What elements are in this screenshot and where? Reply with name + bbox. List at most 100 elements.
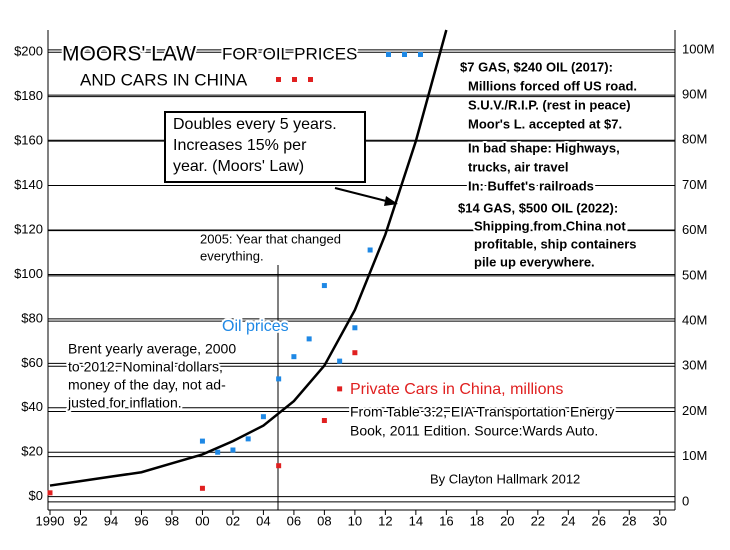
x-tick-label: 14: [409, 513, 423, 528]
data-point: [276, 463, 282, 469]
legend-marker: [292, 77, 297, 82]
data-point: [306, 336, 312, 342]
x-tick-label: 06: [287, 513, 301, 528]
y2-tick-label: 80M: [682, 132, 707, 147]
y-tick-label: $20: [21, 444, 43, 459]
data-point: [337, 358, 343, 364]
x-tick-label: 30: [653, 513, 667, 528]
annotation: In bad shape: Highways,: [468, 140, 620, 155]
arrow-head: [384, 196, 398, 206]
x-tick-label: 04: [256, 513, 270, 528]
data-point: [352, 325, 358, 331]
x-tick-label: 20: [500, 513, 514, 528]
y-tick-label: $60: [21, 355, 43, 370]
y-tick-label: $0: [29, 488, 43, 503]
x-tick-label: 28: [622, 513, 636, 528]
series-label: Oil prices: [222, 318, 289, 335]
y2-tick-label: 100M: [682, 41, 715, 56]
annotation: justed for inflation.: [67, 395, 182, 411]
annotation: year. (Moors' Law): [173, 158, 304, 175]
y-tick-label: $40: [21, 399, 43, 414]
x-tick-label: 00: [195, 513, 209, 528]
y-tick-label: $160: [14, 133, 43, 148]
x-tick-label: 02: [226, 513, 240, 528]
x-tick-label: 96: [134, 513, 148, 528]
y2-tick-label: 90M: [682, 87, 707, 102]
x-tick-label: 18: [470, 513, 484, 528]
y-tick-label: $80: [21, 310, 43, 325]
y-tick-label: $120: [14, 221, 43, 236]
data-point: [245, 436, 251, 442]
x-tick-label: 24: [561, 513, 575, 528]
annotation: Doubles every 5 years.: [173, 116, 337, 133]
legend-marker: [402, 52, 407, 57]
data-point: [215, 449, 221, 455]
annotation: Book, 2011 Edition. Source:Wards Auto.: [350, 423, 598, 439]
annotation: Increases 15% per: [173, 137, 307, 154]
annotation: Moor's L. accepted at $7.: [468, 116, 622, 131]
y-tick-label: $140: [14, 177, 43, 192]
y2-tick-label: 40M: [682, 313, 707, 328]
annotation: In: Buffet's railroads: [468, 178, 594, 193]
data-point: [352, 350, 358, 356]
y2-tick-label: 10M: [682, 448, 707, 463]
legend-marker: [386, 52, 391, 57]
annotation: everything.: [200, 248, 264, 263]
legend-marker: [308, 77, 313, 82]
y-tick-label: $100: [14, 266, 43, 281]
chart-title: MOORS' LAW: [62, 43, 196, 66]
x-tick-label: 10: [348, 513, 362, 528]
x-tick-label: 92: [73, 513, 87, 528]
data-point: [47, 490, 53, 496]
x-tick-label: 98: [165, 513, 179, 528]
x-tick-label: 26: [592, 513, 606, 528]
annotation: Millions forced off US road.: [468, 78, 637, 93]
annotation: Brent yearly average, 2000: [68, 341, 236, 357]
x-tick-label: 22: [531, 513, 545, 528]
data-point: [291, 354, 297, 360]
y2-tick-label: 50M: [682, 267, 707, 282]
annotation: Shipping from China not: [474, 218, 626, 233]
data-point: [276, 376, 282, 382]
chart-subtitle: FOR OIL PRICES: [222, 44, 357, 63]
data-point: [260, 414, 266, 420]
legend-marker: [276, 77, 281, 82]
annotation: 2005: Year that changed: [200, 231, 341, 246]
data-point: [337, 386, 343, 392]
annotation: $14 GAS, $500 OIL (2022):: [458, 200, 618, 215]
annotation: trucks, air travel: [468, 159, 568, 174]
annotation: pile up everywhere.: [474, 254, 595, 269]
annotation: From Table 3.2, EIA Transportation Energ…: [350, 404, 614, 420]
chart-subtitle: AND CARS IN CHINA: [80, 70, 248, 89]
annotation: By Clayton Hallmark 2012: [430, 471, 580, 486]
y2-tick-label: 60M: [682, 222, 707, 237]
series-label: Private Cars in China, millions: [350, 381, 563, 398]
trend-curve: [49, 29, 448, 487]
x-tick-label: 1990: [36, 513, 65, 528]
y2-tick-label: 30M: [682, 358, 707, 373]
data-point: [321, 418, 327, 424]
data-point: [321, 283, 327, 289]
legend-marker: [418, 52, 423, 57]
annotation: S.U.V./R.I.P. (rest in peace): [468, 97, 631, 112]
data-point: [199, 438, 205, 444]
y-tick-label: $200: [14, 44, 43, 59]
arrow: [334, 187, 395, 204]
x-tick-label: 12: [378, 513, 392, 528]
y2-tick-label: 70M: [682, 177, 707, 192]
x-tick-label: 94: [104, 513, 118, 528]
annotation: $7 GAS, $240 OIL (2017):: [460, 59, 613, 74]
annotation: money of the day, not ad-: [68, 377, 226, 393]
y2-tick-label: 20M: [682, 403, 707, 418]
data-point: [367, 247, 373, 253]
y-tick-label: $180: [14, 88, 43, 103]
data-point: [230, 447, 236, 453]
data-point: [199, 485, 205, 491]
annotation-box: [164, 111, 366, 183]
annotation: to 2012. Nominal dollars,: [68, 359, 223, 375]
x-tick-label: 08: [317, 513, 331, 528]
annotation: profitable, ship containers: [474, 236, 637, 251]
y2-tick-label: 0: [682, 493, 689, 508]
